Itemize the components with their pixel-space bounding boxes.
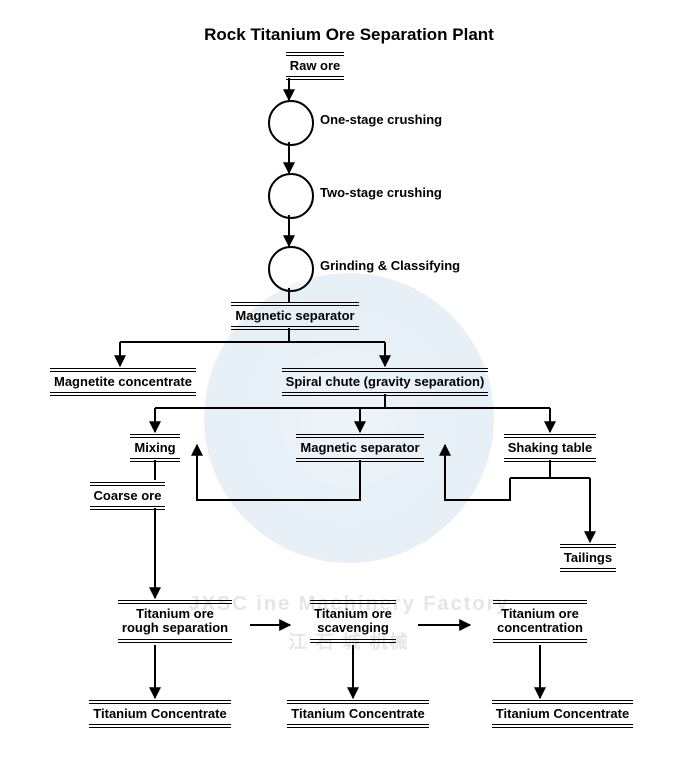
flow-lines — [0, 0, 698, 778]
flowchart-content: Rock Titanium Ore Separation Plant Raw o… — [0, 0, 698, 778]
